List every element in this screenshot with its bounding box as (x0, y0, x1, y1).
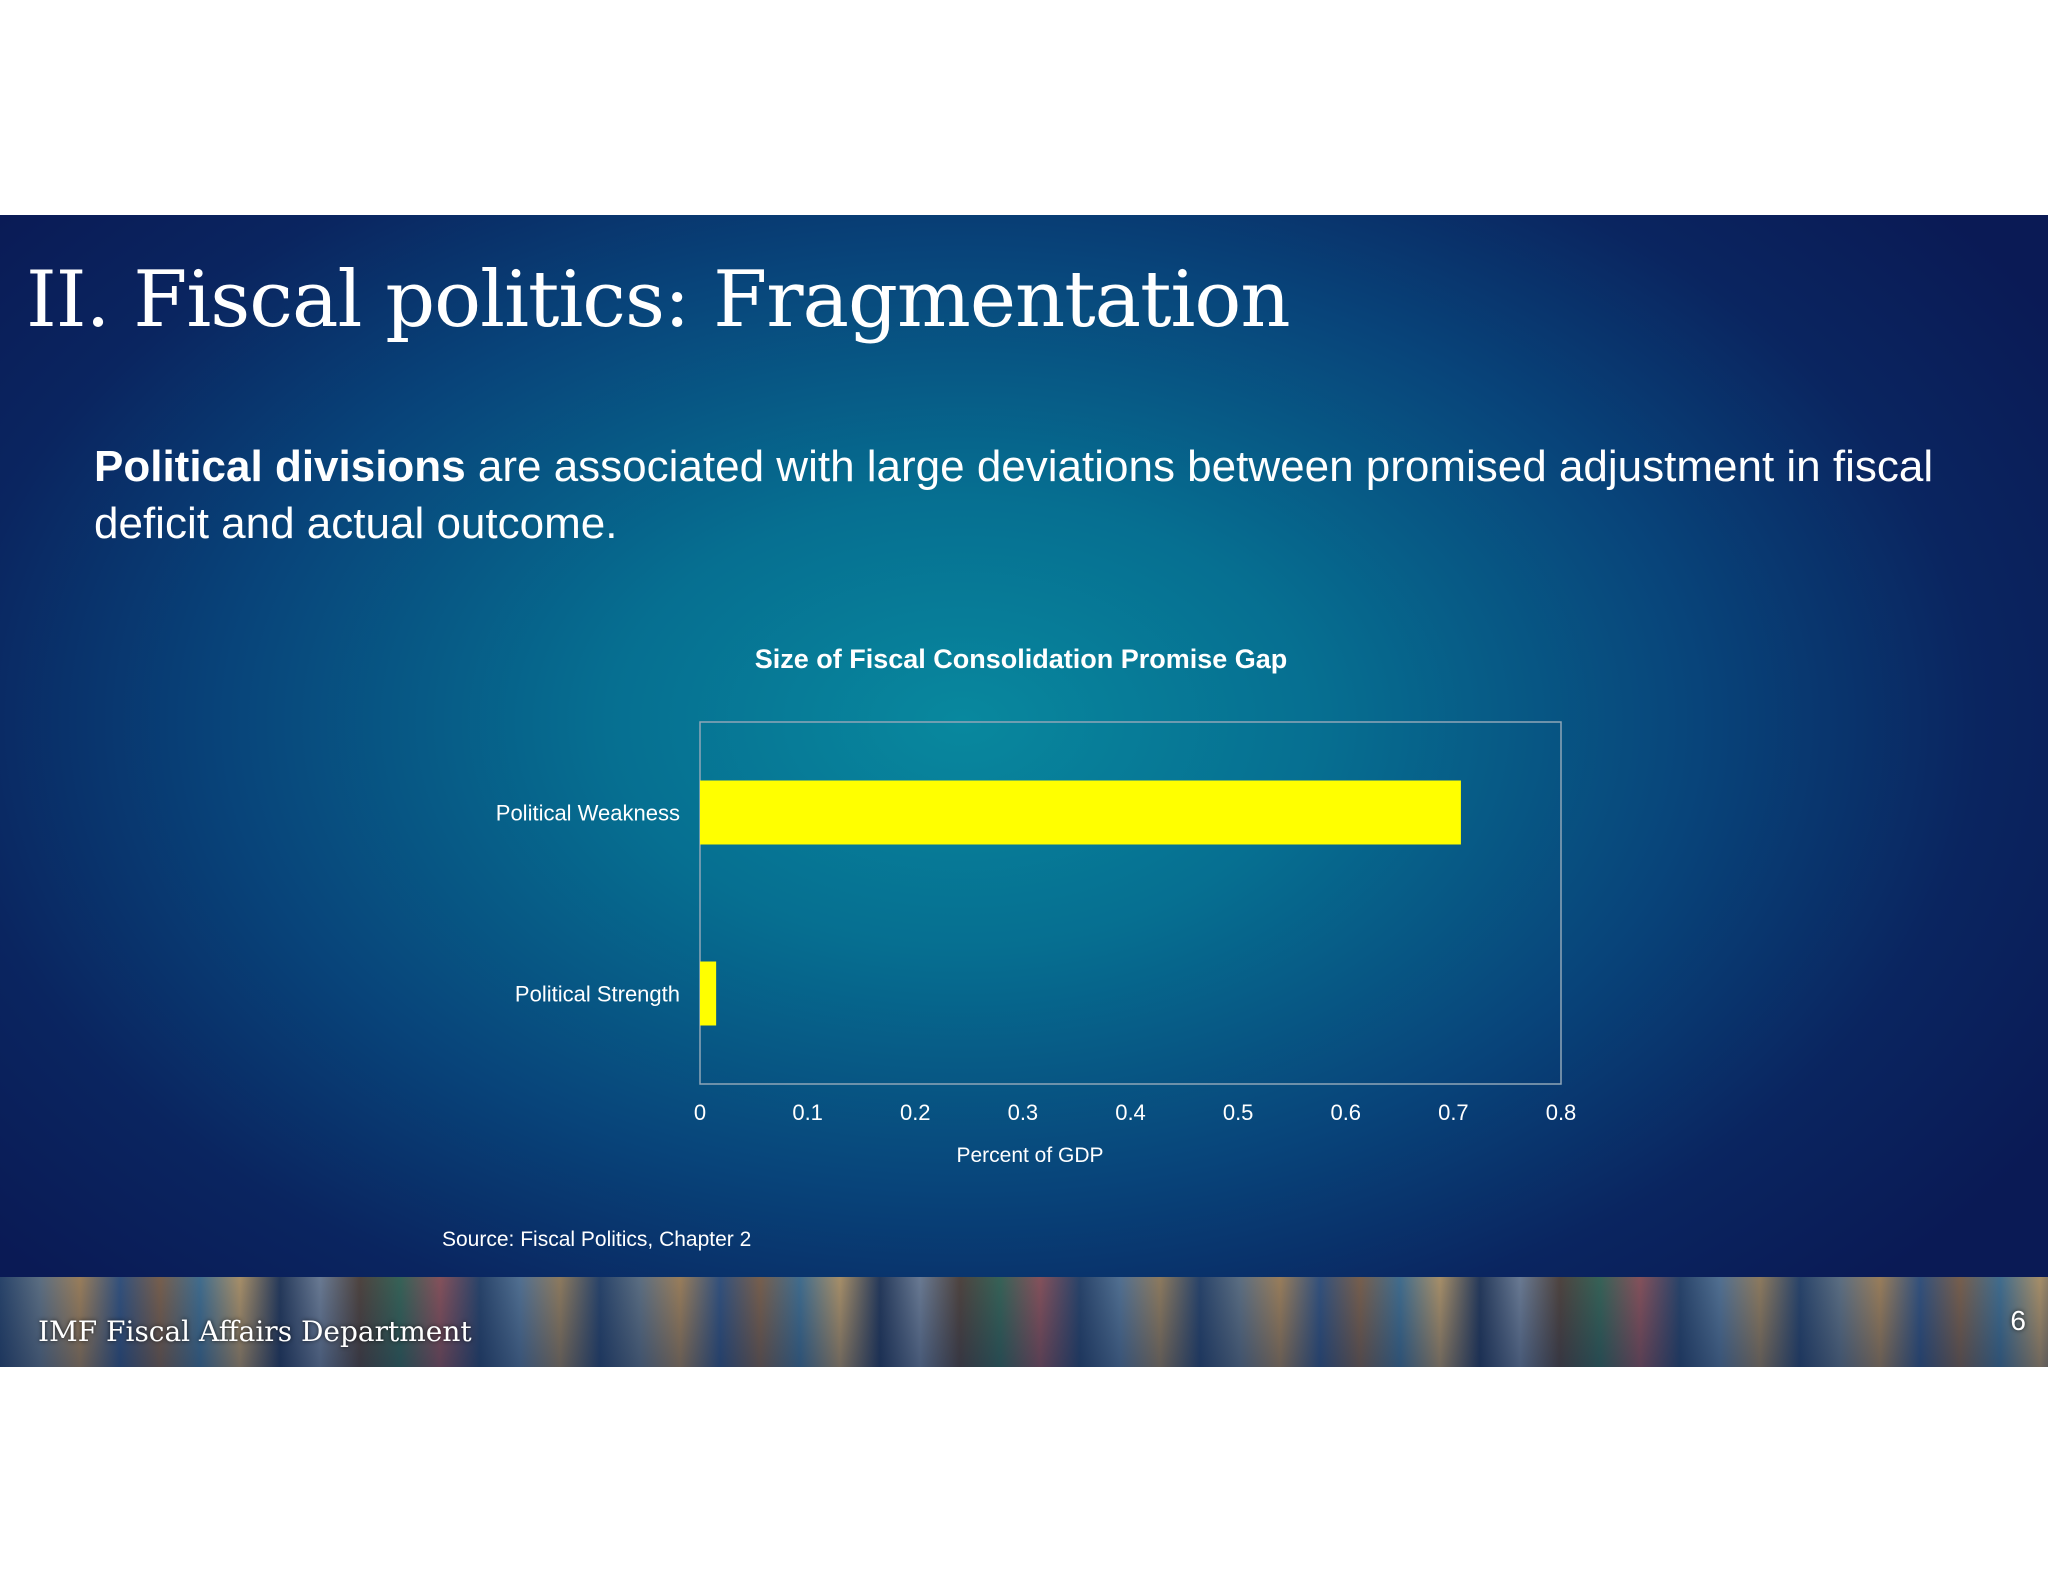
x-tick-label: 0 (694, 1100, 706, 1125)
slide: II. Fiscal politics: Fragmentation Polit… (0, 215, 2048, 1367)
x-tick-label: 0.3 (1008, 1100, 1039, 1125)
slide-subtitle: Political divisions are associated with … (94, 438, 1994, 552)
chart-title: Size of Fiscal Consolidation Promise Gap (755, 644, 1288, 674)
subtitle-text: are associated with large deviations bet… (94, 442, 1934, 548)
x-tick-label: 0.5 (1223, 1100, 1254, 1125)
bar-chart: Size of Fiscal Consolidation Promise Gap… (496, 644, 1577, 1167)
plot-area-frame (699, 721, 1562, 1085)
page-number: 6 (2010, 1305, 2026, 1336)
x-tick-label: 0.2 (900, 1100, 931, 1125)
category-labels: Political Weakness Political Strength (496, 801, 680, 1007)
x-axis-label: Percent of GDP (956, 1144, 1103, 1167)
subtitle-emphasis: Political divisions (94, 442, 466, 491)
footer-banner: IMF Fiscal Affairs Department 6 (0, 1277, 2048, 1367)
category-label: Political Strength (515, 982, 680, 1007)
footer-department: IMF Fiscal Affairs Department (38, 1315, 472, 1348)
slide-title: II. Fiscal politics: Fragmentation (26, 255, 1291, 345)
footer-photo-strip (0, 1277, 2048, 1367)
category-label: Political Weakness (496, 801, 680, 826)
x-tick-labels: 0 0.1 0.2 0.3 0.4 0.5 0.6 0.7 0.8 (694, 1100, 1576, 1125)
bar-political-weakness (700, 780, 1461, 845)
x-tick-label: 0.1 (792, 1100, 823, 1125)
bars-group (700, 780, 1461, 1026)
x-tick-label: 0.4 (1115, 1100, 1146, 1125)
bar-political-strength (700, 961, 717, 1026)
x-tick-label: 0.8 (1546, 1100, 1577, 1125)
x-tick-label: 0.6 (1330, 1100, 1361, 1125)
x-tick-label: 0.7 (1438, 1100, 1469, 1125)
source-note: Source: Fiscal Politics, Chapter 2 (442, 1228, 752, 1251)
